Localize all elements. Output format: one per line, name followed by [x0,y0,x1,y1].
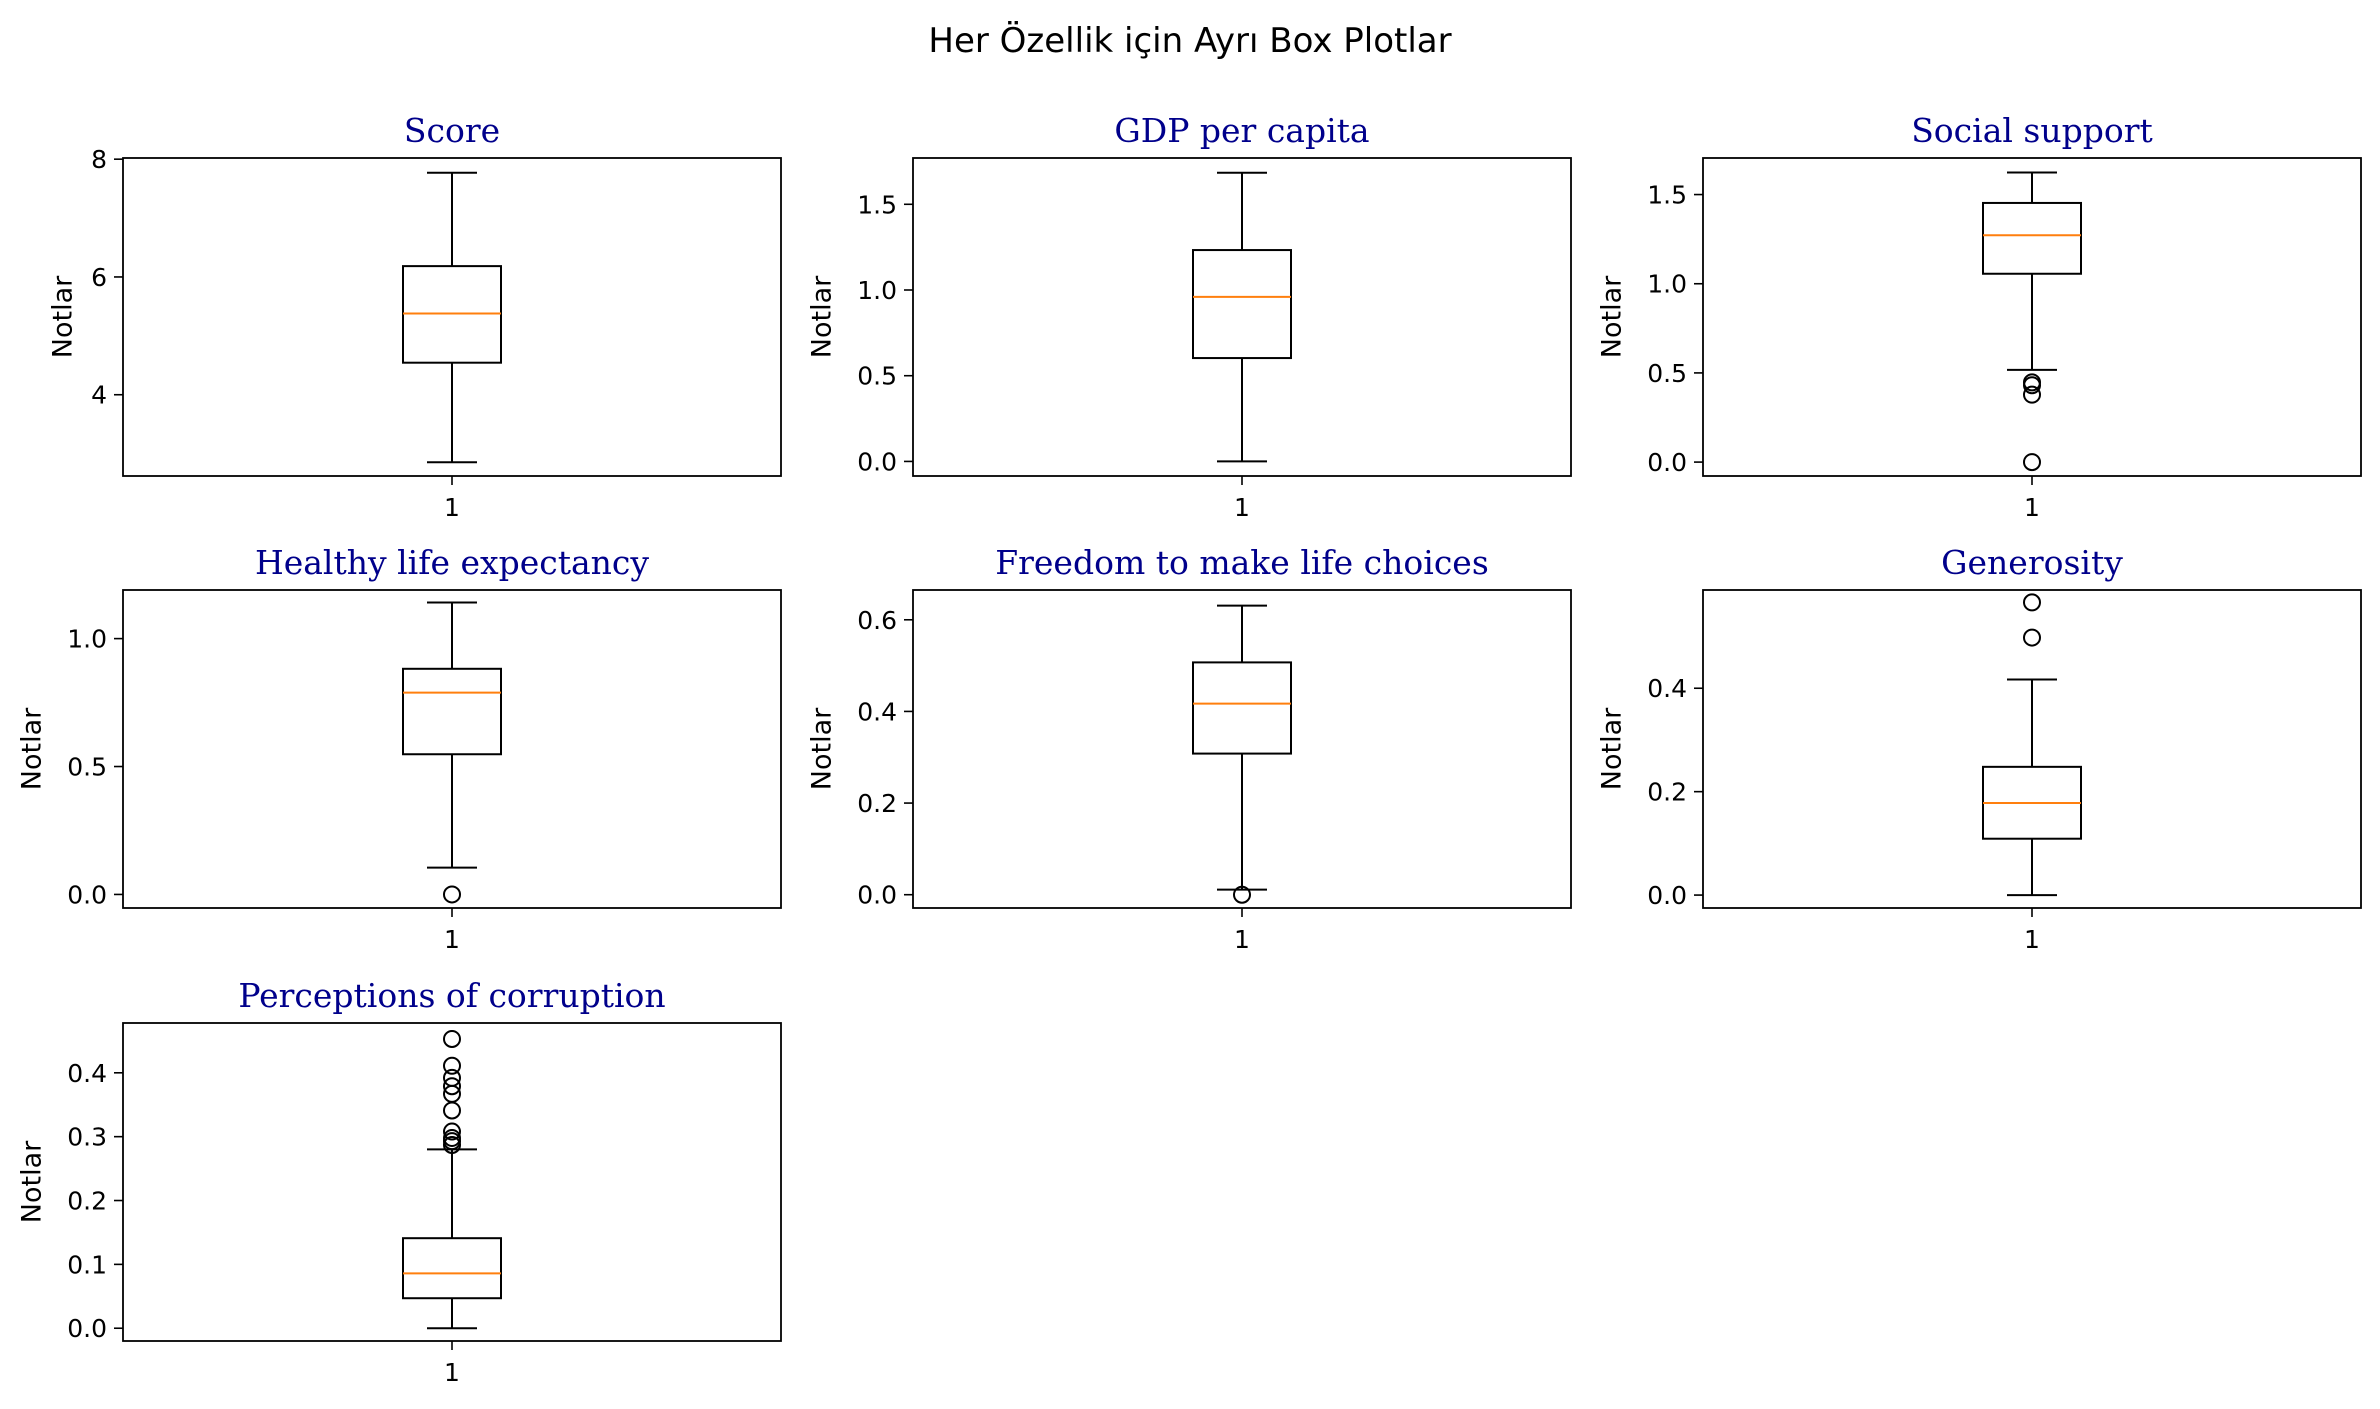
y-axis-label: Notlar [17,1140,48,1223]
outlier-point [443,885,461,904]
y-axis-label: Notlar [17,707,48,790]
subplot-title: Perceptions of corruption [238,976,665,1015]
subplot-title: Healthy life expectancy [255,543,649,582]
outlier-point [2023,593,2041,612]
y-tick-label: 1.5 [857,190,897,219]
y-tick-label: 0.6 [857,606,897,635]
subplot-4: Healthy life expectancy 0.0 0.5 1.0 1 Notlar [17,543,782,954]
outlier-point [443,1101,461,1120]
y-tick-label: 0.4 [1647,674,1687,703]
y-tick-label: 0.2 [1647,778,1687,807]
outlier-point [443,1122,461,1141]
y-tick-label: 0.0 [857,881,897,910]
y-axis-label: Notlar [48,275,79,358]
outlier-point [1233,885,1251,904]
y-tick-label: 0.2 [857,789,897,818]
outlier-point [2023,385,2041,404]
axes-frame [1702,157,2362,477]
y-axis-label: Notlar [1597,275,1628,358]
iqr-box [402,667,502,756]
axes-frame [912,157,1572,477]
axes-frame [122,157,782,477]
y-tick-label: 1.0 [1647,270,1687,299]
axes-frame [122,1022,782,1342]
outlier-point [2023,628,2041,647]
y-tick-label: 6 [91,263,107,292]
y-tick-label: 1.0 [67,625,107,654]
iqr-box [1192,661,1292,755]
outlier-point [443,1128,461,1147]
subplot-title: Social support [1911,111,2153,150]
y-tick-label: 4 [91,381,107,410]
outlier-point [443,1077,461,1096]
y-tick-label: 0.4 [67,1059,107,1088]
y-tick-label: 1.5 [1647,181,1687,210]
subplot-title: GDP per capita [1114,111,1369,150]
subplot-title: Generosity [1941,543,2123,582]
y-tick-label: 0.5 [67,753,107,782]
iqr-box [1192,249,1292,360]
iqr-box [402,1237,502,1300]
x-tick-label: 1 [444,925,460,954]
subplot-grid: Score 4 6 8 1 Notlar GDP per capita 0.0 0.5 1.0 1.… [17,111,2362,1387]
y-axis-label: Notlar [807,707,838,790]
subplot-7: Perceptions of corruption 0.0 0.1 0.2 0.3 0.4… [17,976,782,1387]
subplot-2: GDP per capita 0.0 0.5 1.0 1.5 1 Notlar [807,111,1572,522]
y-tick-label: 1.0 [857,276,897,305]
y-tick-label: 0.5 [857,362,897,391]
subplot-1: Score 4 6 8 1 Notlar [48,111,782,522]
axes-frame [122,589,782,909]
outlier-point [443,1068,461,1087]
outlier-point [2023,453,2041,472]
x-tick-label: 1 [444,1358,460,1387]
axes-frame [1702,589,2362,909]
x-tick-label: 1 [1234,493,1250,522]
y-tick-label: 0.0 [67,1314,107,1343]
y-tick-label: 0.3 [67,1123,107,1152]
x-tick-label: 1 [2024,493,2040,522]
subplot-5: Freedom to make life choices 0.0 0.2 0.4 0.6… [807,543,1572,954]
y-tick-label: 0.5 [1647,359,1687,388]
y-tick-label: 0.0 [857,447,897,476]
y-tick-label: 0.0 [67,880,107,909]
axes-frame [912,589,1572,909]
outlier-point [2023,373,2041,392]
subplot-6: Generosity 0.0 0.2 0.4 1 Notlar [1597,543,2362,954]
subplot-title: Freedom to make life choices [995,543,1489,582]
iqr-box [1982,201,2082,275]
outlier-point [443,1029,461,1048]
subplot-3: Social support 0.0 0.5 1.0 1.5 1 Notlar [1597,111,2362,522]
outlier-point [443,1056,461,1075]
y-tick-label: 8 [91,145,107,174]
x-tick-label: 1 [1234,925,1250,954]
y-axis-label: Notlar [807,275,838,358]
y-tick-label: 0.1 [67,1250,107,1279]
x-tick-label: 1 [2024,925,2040,954]
subplot-title: Score [404,111,500,150]
y-tick-label: 0.0 [1647,881,1687,910]
x-tick-label: 1 [444,493,460,522]
y-tick-label: 0.0 [1647,448,1687,477]
y-axis-label: Notlar [1597,707,1628,790]
figure-title: Her Özellik için Ayrı Box Plotlar [928,20,1451,61]
y-tick-label: 0.2 [67,1187,107,1216]
y-tick-label: 0.4 [857,697,897,726]
